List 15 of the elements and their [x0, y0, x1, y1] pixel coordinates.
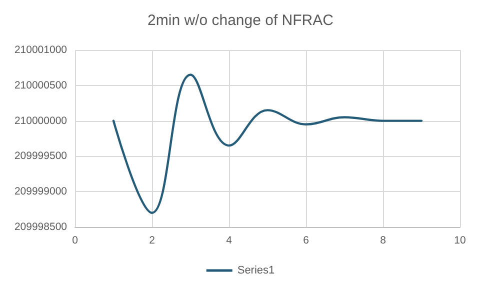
legend-label: Series1 [237, 264, 275, 276]
x-tick-label: 0 [72, 234, 78, 246]
y-tick-label: 209998500 [14, 221, 68, 233]
y-tick-label: 210000000 [14, 114, 68, 127]
x-tick-label: 10 [454, 234, 466, 246]
x-tick-label: 4 [226, 234, 232, 246]
y-tick-label: 210000500 [14, 79, 68, 92]
x-tick-label: 8 [380, 234, 386, 246]
y-tick-label: 210001000 [14, 44, 68, 56]
line-series [112, 74, 423, 214]
y-tick-label: 209999500 [14, 150, 68, 162]
x-tick-label: 6 [303, 234, 310, 246]
chart-title: 2min w/o change of NFRAC [148, 12, 334, 29]
y-tick-label: 209999000 [14, 186, 68, 198]
x-tick-label: 2 [149, 234, 156, 246]
